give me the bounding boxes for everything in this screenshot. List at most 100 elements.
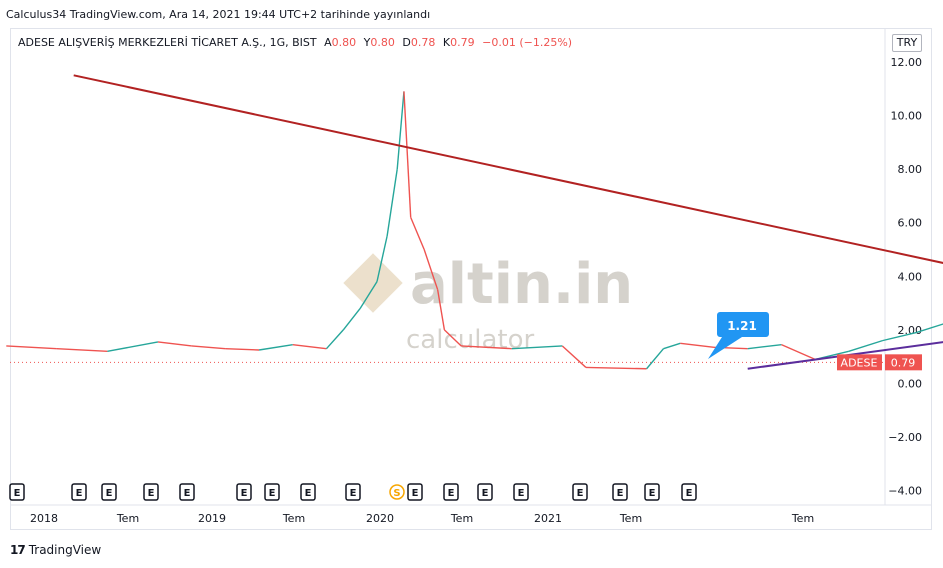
price-segment [403,91,412,218]
earnings-marker-label: E [577,488,584,499]
ohlc-high-key: Y [363,36,371,49]
x-tick-label: Tem [282,512,305,525]
price-segment [680,342,715,349]
earnings-marker-icon [407,483,423,501]
y-tick-label: 8.00 [898,163,923,176]
price-callout: 1.21 [708,312,769,359]
earnings-marker-label: E [305,488,312,499]
price-segment [410,217,425,250]
earnings-marker-label: E [76,488,83,499]
x-tick-label: Tem [450,512,473,525]
price-segment [423,249,439,290]
ohlc-close-value: 0.79 [450,36,475,49]
earnings-marker-icon [513,483,529,501]
price-segment [882,331,917,342]
price-segment [292,343,327,350]
price-segment [511,345,563,350]
symbol-tag [837,354,882,371]
ohlc-high-value: 0.80 [370,36,395,49]
price-segment [436,289,446,331]
split-marker-label: S [393,488,400,499]
x-tick-label: Tem [619,512,642,525]
earnings-marker-icon [179,483,195,501]
ohlc-open-value: 0.80 [331,36,357,49]
y-tick-label: −4.00 [888,485,922,498]
earnings-marker-icon [236,483,252,501]
price-segment [646,348,664,370]
price-segment [225,347,260,351]
earnings-marker-label: E [518,488,525,499]
ohlc-low-value: 0.78 [410,36,436,49]
price-segment [6,345,57,350]
price-series [6,91,943,370]
price-segment [56,347,108,353]
ohlc-close-key: K [442,36,451,49]
publisher-line: Calculus34 TradingView.com, Ara 14, 2021… [6,8,431,21]
price-segment [107,341,159,353]
x-tick-label: Tem [791,512,814,525]
earnings-marker-label: E [106,488,113,499]
last-price-value: 0.79 [891,356,916,369]
price-segment [848,339,883,353]
earnings-marker-label: E [269,488,276,499]
earnings-marker-label: E [686,488,693,499]
earnings-marker-label: E [148,488,155,499]
last-price-tag [885,354,922,371]
earnings-marker-icon [143,483,159,501]
earnings-marker-label: E [649,488,656,499]
price-segment [376,235,388,282]
earnings-marker-icon [572,483,588,501]
tradingview-brand: TradingView [28,543,102,557]
earnings-marker-label: E [241,488,248,499]
watermark-sub: calculator [406,325,534,355]
price-segment [386,168,398,237]
earnings-marker-icon [9,483,25,501]
y-tick-label: 6.00 [898,217,923,230]
trendline-red [73,74,943,264]
watermark: altin.in calculator [343,252,633,355]
x-tick-label: 2019 [198,512,226,525]
price-segment [915,323,943,334]
x-tick-label: 2018 [30,512,58,525]
price-segment [561,345,587,368]
price-segment [396,91,405,170]
y-tick-label: 12.00 [891,56,923,69]
earnings-marker-icon [264,483,280,501]
y-tick-label: 10.00 [891,110,923,123]
price-segment [359,281,378,309]
price-segment [258,343,293,351]
price-segment [663,342,681,350]
x-tick-label: 2021 [534,512,562,525]
y-tick-label: 4.00 [898,270,923,283]
price-segment [191,345,226,350]
tradingview-logo-icon: 17 [10,543,26,557]
price-segment [342,308,361,331]
price-segment [443,329,462,347]
y-tick-label: 0.00 [898,378,923,391]
earnings-marker-icon [101,483,117,501]
y-tick-label: 2.00 [898,324,923,337]
price-segment [325,329,344,350]
earnings-marker-label: E [617,488,624,499]
currency-button[interactable]: TRY [892,34,922,52]
symbol-name: ADESE ALIŞVERİŞ MERKEZLERİ TİCARET A.Ş.,… [18,36,317,49]
earnings-marker-icon [644,483,660,501]
earnings-marker-label: E [482,488,489,499]
watermark-logo-icon [343,253,403,313]
price-segment [747,343,782,350]
earnings-marker-label: E [350,488,357,499]
symbol-tag-label: ADESE [841,356,878,369]
earnings-marker-icon [71,483,87,501]
chart-frame [10,28,932,530]
price-segment [781,343,816,361]
earnings-marker-label: E [448,488,455,499]
callout-bubble [708,312,769,359]
x-tick-label: 2020 [366,512,394,525]
earnings-marker-icon [443,483,459,501]
watermark-brand: altin.in [410,252,633,317]
ohlc-low-key: D [402,36,411,49]
earnings-marker-icon [612,483,628,501]
earnings-marker-icon [345,483,361,501]
earnings-marker-label: E [14,488,21,499]
